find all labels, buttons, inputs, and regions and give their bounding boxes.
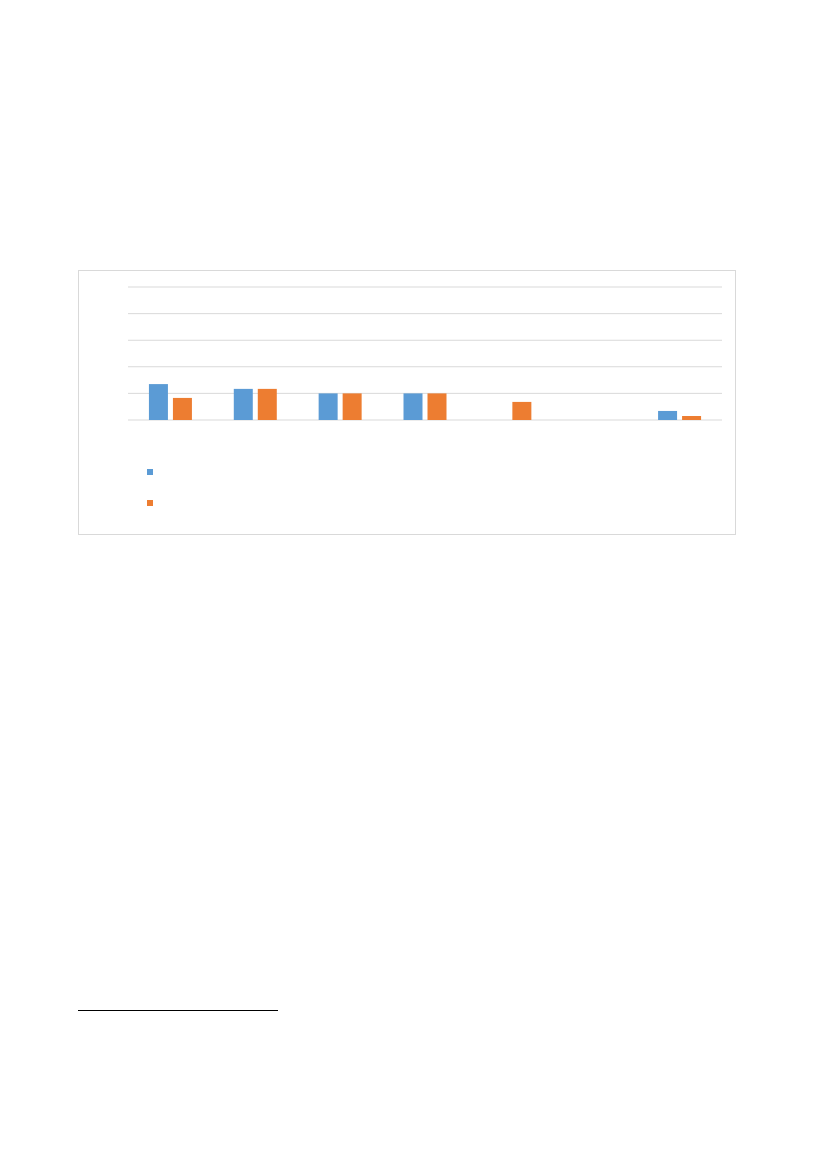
bar-series-1-cat-2 [233,388,253,420]
legend-marker-series-2 [147,500,153,506]
bar-chart [128,286,722,506]
footnote-separator [78,1010,278,1011]
bar-series-2-cat-4 [427,393,447,420]
chart-frame [78,270,736,535]
bar-series-1-cat-1 [148,384,168,420]
bar-series-2-cat-2 [257,388,277,420]
bar-series-2-cat-1 [172,397,192,420]
bar-series-2-cat-7 [682,416,702,420]
bar-series-1-cat-4 [403,393,423,420]
bar-series-2-cat-3 [342,393,362,420]
bar-series-1-cat-3 [318,393,338,420]
bar-series-1-cat-7 [658,410,678,420]
legend-marker-series-1 [147,469,153,475]
bar-series-2-cat-5 [512,401,532,420]
